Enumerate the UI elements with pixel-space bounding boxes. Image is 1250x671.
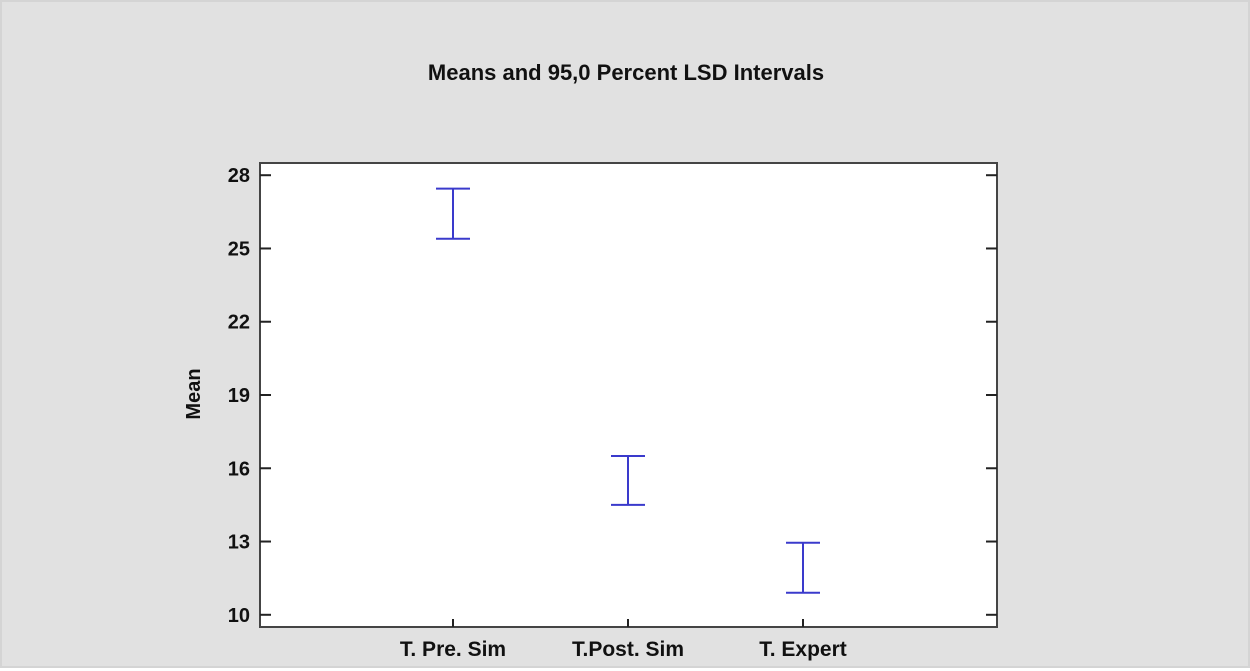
chart-title: Means and 95,0 Percent LSD Intervals [428,60,824,85]
x-tick-label: T. Pre. Sim [400,638,506,661]
interval-bar [436,187,470,240]
x-tick-label: T.Post. Sim [572,638,684,661]
y-axis-label: Mean [183,368,205,419]
x-axis-tick-labels: T. Pre. Sim T.Post. Sim T. Expert [400,619,847,661]
interval-series [436,187,820,594]
y-tick-label: 25 [228,238,250,260]
y-tick-label: 22 [228,312,250,334]
plot-area [259,162,998,628]
y-tick-label: 16 [228,458,250,480]
y-tick-label: 13 [228,532,250,554]
y-tick-label: 28 [228,165,250,187]
y-tick-label: 19 [228,385,250,407]
interval-bar [786,541,820,594]
x-tick-label: T. Expert [759,638,847,661]
y-axis-ticks: 10 13 16 19 22 25 28 [228,165,997,627]
y-tick-label: 10 [228,605,250,627]
interval-bar [611,455,645,506]
